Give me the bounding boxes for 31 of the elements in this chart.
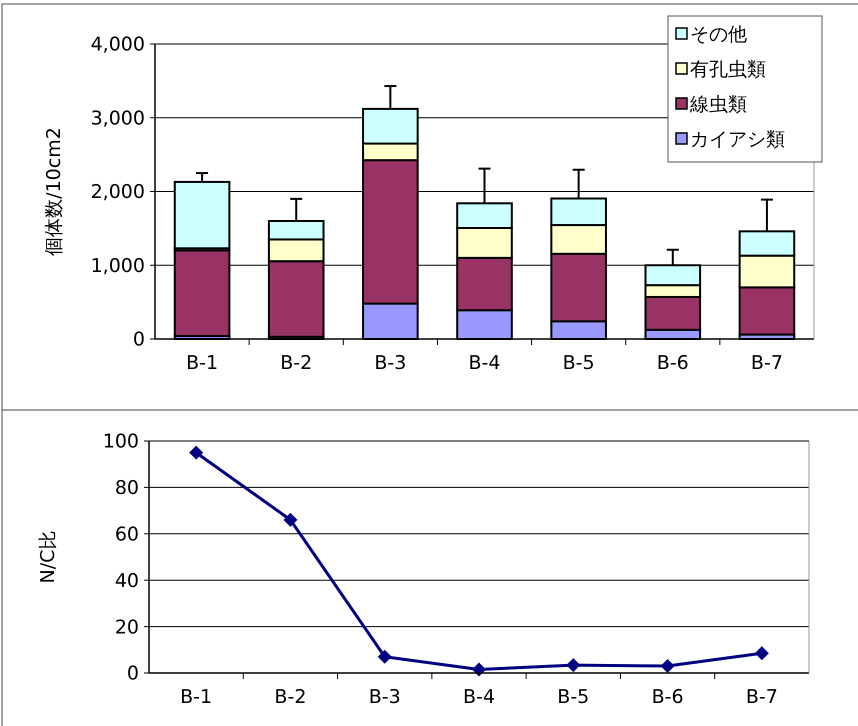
x-tick-label: B-4 [463, 686, 495, 708]
y-tick-label: 4,000 [90, 34, 145, 56]
x-tick-label: B-2 [280, 352, 312, 374]
legend-label: カイアシ類 [690, 128, 785, 151]
legend-label: 線虫類 [689, 94, 747, 116]
y-tick-label: 0 [132, 328, 145, 351]
x-tick-label: B-5 [562, 352, 595, 374]
legend-label: 有孔虫類 [690, 58, 766, 81]
y-tick-label: 3,000 [90, 107, 145, 130]
x-tick-label: B-7 [746, 686, 778, 708]
x-tick-label: B-2 [274, 686, 306, 708]
x-tick-label: B-3 [368, 686, 401, 708]
x-tick-label: B-1 [180, 686, 212, 708]
x-tick-label: B-5 [557, 686, 590, 708]
x-tick-label: B-3 [374, 352, 406, 374]
x-tick-label: B-4 [468, 352, 500, 374]
y-tick-label: 20 [114, 616, 139, 638]
x-tick-label: B-6 [652, 686, 684, 708]
y-axis-title: 個体数/10cm2 [43, 127, 65, 256]
y-tick-label: 60 [114, 523, 139, 546]
legend-label: その他 [690, 24, 747, 46]
y-axis-title: N/C比 [37, 530, 59, 584]
y-tick-label: 1,000 [90, 254, 145, 277]
x-tick-label: B-6 [656, 352, 689, 374]
y-tick-label: 80 [114, 477, 139, 500]
y-tick-label: 0 [126, 662, 139, 685]
y-tick-label: 40 [114, 570, 139, 592]
y-tick-label: 2,000 [90, 181, 145, 204]
x-tick-label: B-7 [750, 352, 783, 374]
x-tick-label: B-1 [186, 352, 218, 374]
y-tick-label: 100 [102, 430, 139, 453]
